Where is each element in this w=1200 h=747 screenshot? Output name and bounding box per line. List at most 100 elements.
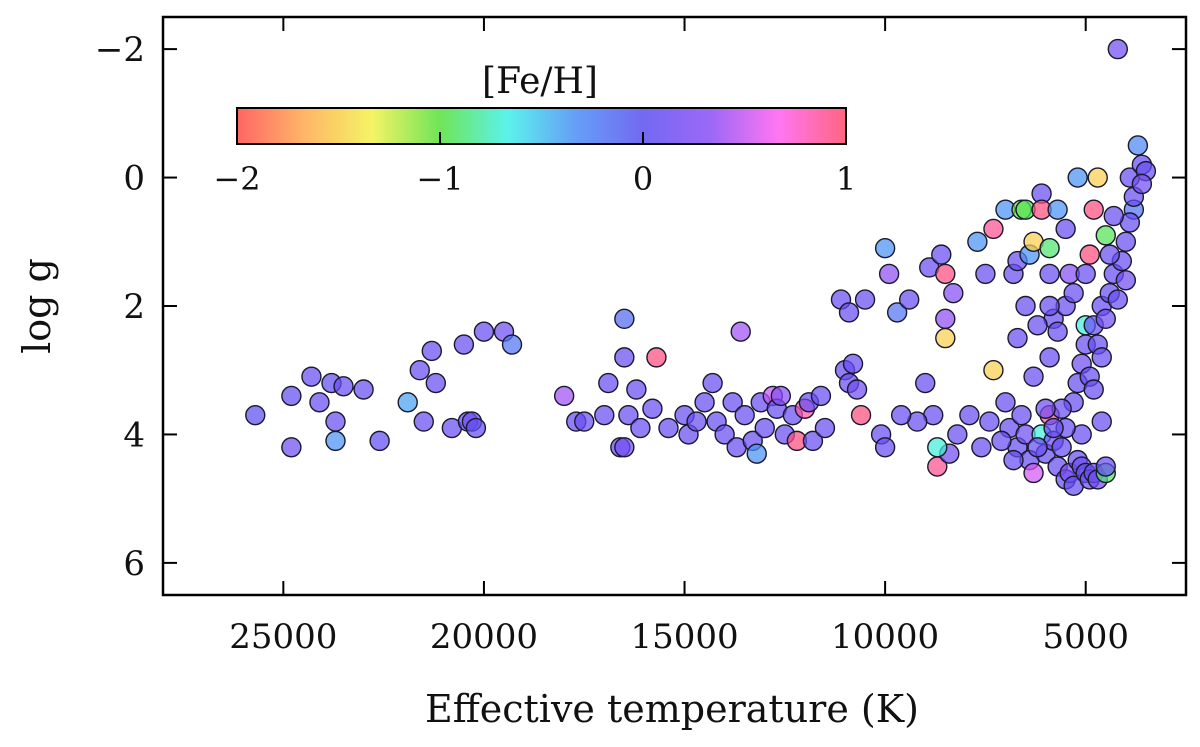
- data-point: [991, 430, 1012, 452]
- data-point: [1087, 167, 1108, 188]
- data-point: [630, 417, 651, 439]
- data-point: [874, 237, 896, 259]
- data-point: [1047, 321, 1068, 342]
- data-point: [598, 372, 619, 394]
- data-point: [931, 244, 952, 265]
- data-point: [722, 392, 743, 413]
- data-point: [702, 372, 723, 394]
- data-point: [245, 404, 266, 426]
- data-point: [1055, 218, 1076, 240]
- data-point: [1003, 449, 1024, 471]
- data-point: [1039, 263, 1060, 285]
- data-point: [309, 392, 330, 413]
- data-point: [1011, 404, 1032, 426]
- x-tick-label: 5000: [1042, 617, 1129, 657]
- data-point: [1027, 437, 1048, 458]
- data-point: [618, 404, 639, 426]
- colorbar-tick-label: −1: [416, 160, 463, 198]
- data-points: [245, 38, 1157, 497]
- data-point: [1043, 417, 1064, 439]
- data-point: [943, 282, 964, 304]
- data-point: [754, 417, 775, 439]
- data-point: [333, 376, 354, 397]
- data-point: [473, 321, 495, 342]
- data-point: [686, 411, 707, 432]
- data-point: [1067, 167, 1088, 188]
- data-point: [1115, 231, 1137, 252]
- data-point: [594, 404, 615, 426]
- data-point: [421, 340, 442, 362]
- data-point: [730, 321, 751, 342]
- data-point: [959, 404, 980, 426]
- data-point: [614, 437, 635, 458]
- data-point: [1075, 263, 1096, 285]
- data-point: [694, 392, 715, 413]
- data-point: [658, 417, 679, 439]
- data-point: [874, 437, 896, 458]
- data-point: [369, 430, 390, 452]
- data-point: [574, 411, 595, 432]
- data-point: [453, 334, 475, 355]
- y-tick-label: −2: [95, 30, 145, 70]
- colorbar: [Fe/H] −2 −1 0 1: [213, 61, 856, 198]
- data-point: [325, 411, 346, 432]
- x-tick-label: 20000: [430, 617, 538, 657]
- data-point: [1095, 308, 1116, 330]
- colorbar-ticks: −2 −1 0 1: [213, 132, 856, 198]
- data-point: [501, 334, 523, 355]
- data-point: [553, 385, 575, 407]
- y-tick-label: 2: [123, 287, 145, 327]
- data-point: [967, 231, 988, 252]
- data-point: [814, 417, 836, 439]
- x-axis-title: Effective temperature (K): [425, 687, 919, 731]
- data-point: [979, 411, 1000, 432]
- data-point: [1079, 244, 1100, 265]
- data-point: [886, 302, 908, 323]
- data-point: [325, 430, 346, 452]
- data-point: [1023, 462, 1044, 484]
- data-point: [915, 372, 936, 394]
- data-point: [1083, 199, 1104, 220]
- data-point: [714, 424, 735, 445]
- data-point: [1023, 366, 1044, 387]
- data-point: [1015, 295, 1036, 317]
- data-point: [614, 308, 635, 330]
- data-point: [1039, 347, 1060, 368]
- data-point: [1027, 315, 1048, 336]
- data-point: [1107, 289, 1129, 310]
- y-tick-label: 6: [123, 544, 145, 584]
- data-point: [413, 411, 434, 432]
- data-point: [1063, 282, 1084, 304]
- data-point: [465, 417, 487, 439]
- data-point: [1095, 456, 1116, 477]
- colorbar-gradient: [236, 107, 847, 145]
- data-point: [425, 372, 446, 394]
- data-point: [1095, 225, 1116, 246]
- y-axis-title: log g: [15, 258, 59, 354]
- data-point: [1039, 295, 1060, 317]
- data-point: [935, 308, 956, 330]
- data-point: [1039, 237, 1060, 259]
- data-point: [838, 302, 860, 323]
- x-tick-label: 15000: [630, 617, 738, 657]
- x-tick-label: 10000: [831, 617, 939, 657]
- data-point: [1047, 199, 1068, 220]
- data-point: [1099, 244, 1120, 265]
- data-point: [935, 263, 956, 285]
- data-point: [1107, 38, 1129, 60]
- x-tick-label: 25000: [229, 617, 337, 657]
- y-tick-label: 0: [123, 159, 145, 199]
- data-point: [1103, 205, 1124, 227]
- data-point: [995, 392, 1016, 413]
- colorbar-tick-label: −2: [213, 160, 260, 198]
- data-point: [1035, 398, 1056, 419]
- data-point: [802, 430, 824, 452]
- data-point: [746, 443, 767, 464]
- data-point: [878, 263, 900, 285]
- data-point: [810, 385, 832, 407]
- data-point: [935, 327, 956, 349]
- data-point: [947, 424, 968, 445]
- data-point: [1127, 135, 1149, 156]
- data-point: [409, 360, 430, 381]
